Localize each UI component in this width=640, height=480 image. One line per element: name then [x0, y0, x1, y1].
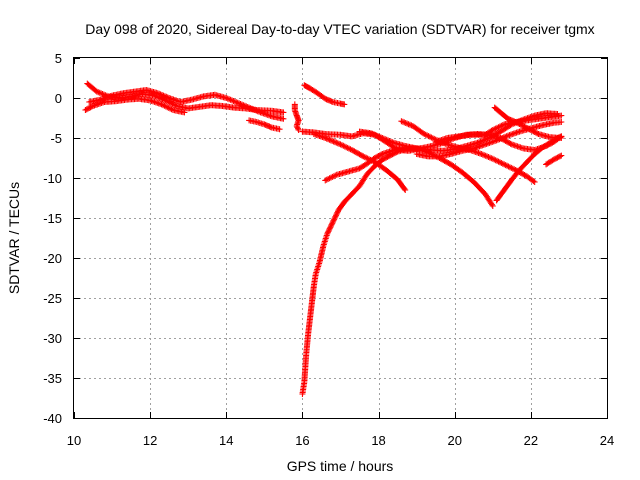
series-arc-11: [356, 128, 496, 209]
y-tick-label: -30: [43, 331, 62, 346]
data-series: [82, 80, 565, 397]
y-tick-label: -15: [43, 211, 62, 226]
axis-ticks: 10 12 14 16 18 20 22 24 5 0 -5 -10 -15 -20 -25 -30 -35 -4…: [43, 51, 614, 448]
y-axis-label: SDTVAR / TECUs: [6, 182, 22, 294]
x-tick-label: 16: [295, 433, 309, 448]
x-tick-label: 14: [219, 433, 233, 448]
data-point-markers: [356, 128, 496, 209]
data-point-markers: [82, 95, 188, 116]
y-tick-label: 5: [55, 51, 62, 66]
series-arc-5: [291, 101, 302, 133]
data-point-markers: [432, 131, 492, 145]
series-arc-16: [493, 133, 565, 204]
series-arc-9: [322, 145, 420, 184]
y-tick-label: -25: [43, 291, 62, 306]
series-arc-17: [543, 152, 565, 168]
data-point-markers: [322, 145, 420, 184]
y-tick-label: -40: [43, 411, 62, 426]
x-tick-label: 22: [524, 433, 538, 448]
series-arc-4: [246, 117, 283, 133]
chart-title: Day 098 of 2020, Sidereal Day-to-day VTE…: [85, 21, 594, 37]
x-tick-label: 10: [67, 433, 81, 448]
x-axis-label: GPS time / hours: [287, 458, 394, 474]
series-arc-3: [82, 95, 188, 116]
series-arc-10: [310, 131, 409, 193]
data-point-markers: [301, 82, 348, 108]
series-arc-6: [301, 82, 348, 108]
data-point-markers: [310, 131, 409, 193]
data-point-markers: [86, 87, 287, 122]
y-tick-label: -20: [43, 251, 62, 266]
y-tick-label: 0: [55, 91, 62, 106]
x-tick-label: 12: [143, 433, 157, 448]
x-tick-label: 18: [371, 433, 385, 448]
y-tick-label: -5: [50, 131, 62, 146]
grid: [74, 58, 607, 418]
data-point-markers: [543, 152, 565, 168]
series-arc-18: [432, 131, 492, 145]
x-tick-label: 24: [600, 433, 614, 448]
y-tick-label: -10: [43, 171, 62, 186]
x-tick-label: 20: [447, 433, 461, 448]
series-arc-2: [86, 87, 287, 122]
data-point-markers: [246, 117, 283, 133]
plot-frame: [73, 57, 608, 419]
y-tick-label: -35: [43, 371, 62, 386]
data-point-markers: [291, 101, 302, 133]
data-point-markers: [493, 133, 565, 204]
